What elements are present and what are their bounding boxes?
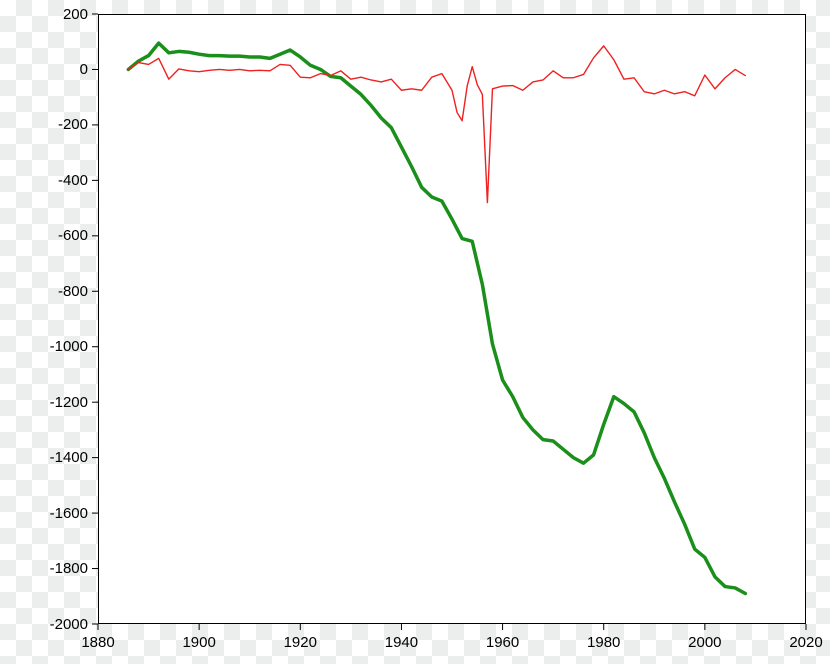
y-tick-label: -1000 [50, 338, 88, 355]
plot-area [98, 14, 806, 624]
y-tick-label: -800 [58, 283, 88, 300]
red-series [128, 46, 745, 203]
y-tick-label: -400 [58, 172, 88, 189]
x-tick-label: 1980 [584, 634, 624, 651]
y-tick-label: -1600 [50, 505, 88, 522]
plot-svg [98, 14, 806, 624]
x-tick-label: 1960 [483, 634, 523, 651]
x-tick-label: 1920 [280, 634, 320, 651]
y-tick-label: -600 [58, 227, 88, 244]
green-series [128, 43, 745, 593]
x-tick-label: 1880 [78, 634, 118, 651]
y-tick-label: -1800 [50, 560, 88, 577]
x-tick-label: 1940 [381, 634, 421, 651]
y-tick-label: -1400 [50, 449, 88, 466]
y-tick-label: -200 [58, 116, 88, 133]
x-tick-label: 1900 [179, 634, 219, 651]
x-tick-label: 2000 [685, 634, 725, 651]
y-tick-label: -2000 [50, 616, 88, 633]
y-tick-label: -1200 [50, 394, 88, 411]
y-tick-label: 200 [63, 6, 88, 23]
canvas: -2000-1800-1600-1400-1200-1000-800-600-4… [0, 0, 830, 664]
y-tick-label: 0 [80, 61, 88, 78]
x-tick-label: 2020 [786, 634, 826, 651]
